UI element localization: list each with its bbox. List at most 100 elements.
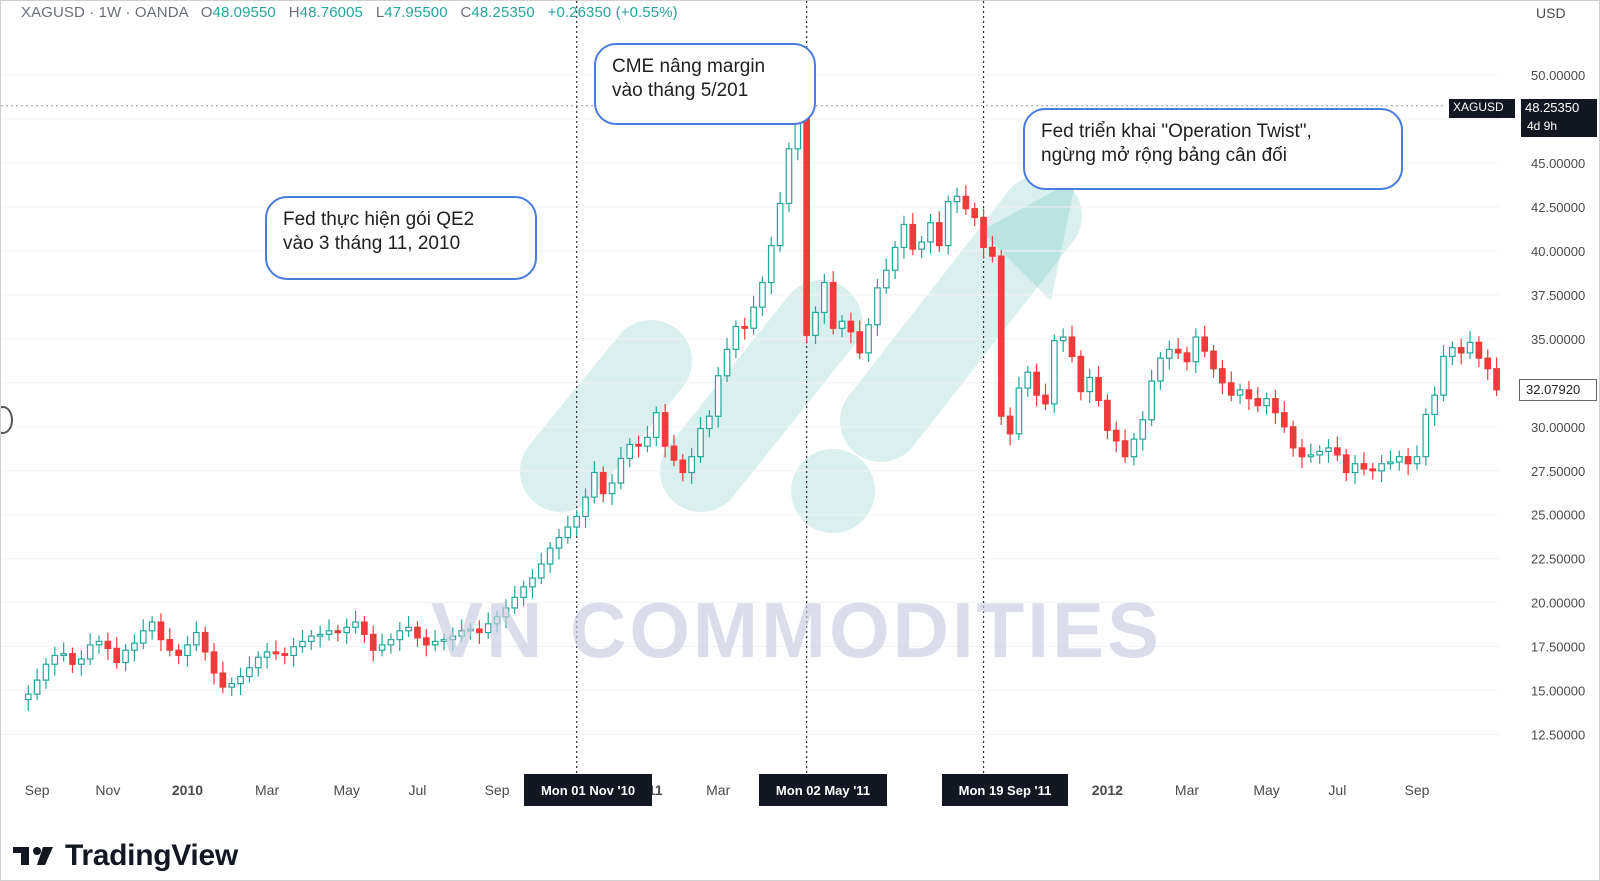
open-value: 48.09550 [212, 4, 276, 21]
candle-body [361, 621, 368, 635]
price-axis[interactable]: 12.50000 15.00000 17.50000 20.00000 22.50000… [1531, 68, 1585, 743]
candle-body [1351, 463, 1359, 474]
candle-body [192, 631, 200, 646]
candle-body [166, 639, 174, 651]
candle-body [316, 633, 324, 637]
candle-body [246, 667, 253, 678]
price-tick-label: 42.50000 [1531, 200, 1585, 215]
candle-body [1219, 368, 1226, 384]
candle-body [1263, 398, 1270, 407]
last-price-tag: 32.07920 [1519, 379, 1597, 401]
candle-body [210, 651, 218, 674]
candle-body [157, 621, 165, 641]
price-tick-label: 17.50000 [1531, 640, 1585, 655]
candle-body [1475, 341, 1483, 359]
date-marker-tag: Mon 01 Nov '10 [524, 774, 652, 806]
candle-body [1201, 336, 1209, 352]
candle-body [1192, 336, 1200, 363]
price-tick-label: 40.00000 [1531, 244, 1585, 259]
candle-body [1068, 336, 1076, 358]
candle-body [652, 412, 660, 438]
time-axis[interactable]: SepNov2010MarMayJulSepNov2011MarMayJulSe… [25, 782, 1430, 798]
candle-body [281, 653, 289, 657]
candle-body [42, 663, 50, 681]
currency-label[interactable]: USD [1536, 5, 1566, 21]
candle-body [33, 679, 41, 695]
symbol-label[interactable]: XAGUSD · 1W · OANDA [21, 4, 188, 21]
time-tick-label: Mar [255, 782, 279, 798]
candle-body [874, 287, 881, 326]
candle-body [414, 626, 421, 639]
candle-body [741, 325, 749, 329]
symbol-header: XAGUSD · 1W · OANDA O48.09550 H48.76005 … [21, 4, 678, 21]
candle-body [697, 427, 704, 458]
candle-body [865, 324, 872, 354]
candle-body [1095, 376, 1102, 401]
candle-body [1493, 368, 1500, 391]
price-tick-label: 35.00000 [1531, 332, 1585, 347]
candle-body [175, 649, 182, 657]
price-tick-label: 45.00000 [1531, 156, 1585, 171]
candle-body [502, 607, 510, 618]
candle-body [51, 654, 59, 665]
candle-body [422, 637, 430, 646]
candle-body [1422, 413, 1430, 458]
candle-body [1077, 355, 1085, 393]
candle-series [24, 93, 1500, 711]
candle-body [626, 443, 634, 460]
price-tick-label: 20.00000 [1531, 596, 1585, 611]
candle-body [591, 471, 598, 498]
candle-body [24, 693, 32, 701]
date-marker-tag: Mon 19 Sep '11 [942, 774, 1068, 806]
candle-body [918, 241, 925, 250]
candle-body [944, 201, 952, 247]
time-tick-label: Mar [706, 782, 730, 798]
candle-body [1484, 357, 1492, 370]
candle-body [706, 415, 713, 430]
candle-body [131, 642, 138, 651]
candle-body [997, 255, 1005, 417]
candle-body [546, 547, 554, 565]
candle-body [1006, 415, 1014, 435]
close-value: 48.25350 [471, 4, 535, 21]
candle-body [219, 672, 227, 688]
high-value: 48.76005 [299, 4, 364, 21]
candle-body [431, 640, 439, 646]
candle-body [1334, 447, 1341, 456]
candle-body [520, 586, 527, 599]
candle-body [493, 616, 501, 625]
candle-body [184, 644, 191, 657]
tradingview-icon [13, 847, 53, 865]
candle-body [467, 628, 474, 632]
change-value: +0.26350 (+0.55%) [547, 4, 678, 21]
candle-body [564, 526, 572, 539]
brand-name: TradingView [65, 839, 238, 872]
candle-body [1236, 389, 1244, 396]
price-tick-label: 25.00000 [1531, 508, 1585, 523]
candle-body [1174, 348, 1182, 354]
time-tick-label: Sep [485, 782, 510, 798]
tradingview-logo[interactable]: TradingView [13, 839, 238, 873]
candle-body [104, 640, 112, 650]
candle-body [909, 223, 917, 250]
time-tick-label: Nov [95, 782, 120, 798]
candle-body [900, 223, 908, 248]
candle-body [1042, 394, 1049, 405]
candle-body [1245, 389, 1253, 400]
candle-body [1342, 454, 1350, 474]
candle-body [1449, 347, 1456, 358]
candle-body [272, 651, 280, 655]
annotation-cme-margin: CME nâng margin vào tháng 5/201 [594, 43, 816, 125]
price-tick-label: 50.00000 [1531, 68, 1585, 83]
candle-body [599, 471, 607, 495]
candle-body [511, 596, 519, 609]
time-tick-label: May [333, 782, 359, 798]
candle-body [688, 456, 696, 474]
candle-body [803, 104, 810, 336]
candle-body [237, 675, 244, 685]
candle-body [1440, 355, 1447, 396]
candle-body [476, 628, 483, 634]
price-tick-label: 22.50000 [1531, 552, 1585, 567]
candle-body [440, 639, 448, 642]
candle-body [989, 246, 996, 257]
